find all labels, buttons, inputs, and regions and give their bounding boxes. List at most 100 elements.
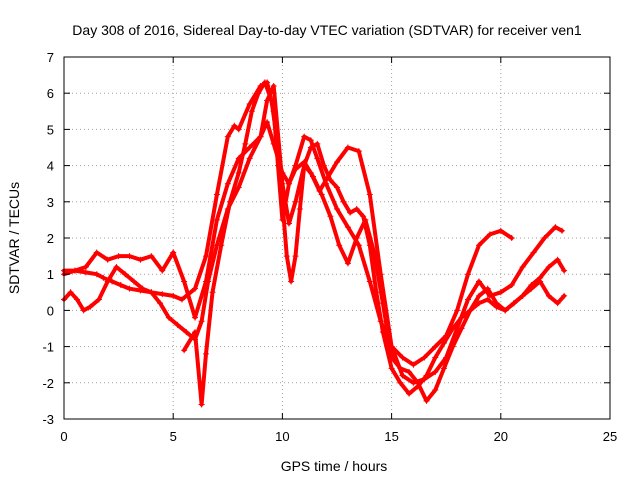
data-point <box>82 269 89 276</box>
x-tick-label: 25 <box>603 429 617 444</box>
data-point <box>327 213 334 220</box>
data-point <box>334 206 340 213</box>
data-point <box>519 292 526 299</box>
data-point <box>139 285 146 292</box>
data-point <box>486 231 493 238</box>
y-axis-label: SDTVAR / TECUs <box>6 182 22 294</box>
data-point <box>181 347 188 354</box>
y-tick-label: -1 <box>42 340 54 355</box>
data-point <box>344 260 351 267</box>
data-point <box>218 242 225 249</box>
data-point <box>454 307 461 314</box>
y-tick-label: 5 <box>47 122 54 137</box>
data-point <box>283 253 290 260</box>
data-point <box>465 271 472 278</box>
data-point <box>327 177 334 184</box>
data-point <box>475 292 482 299</box>
data-point <box>307 144 314 151</box>
x-tick-label: 5 <box>170 429 177 444</box>
data-point <box>198 318 205 325</box>
data-point <box>561 267 568 274</box>
series-layer <box>61 79 568 408</box>
data-point <box>126 285 133 292</box>
data-point <box>82 263 89 270</box>
data-point <box>170 249 177 256</box>
data-point <box>148 253 155 260</box>
data-point <box>347 209 354 216</box>
data-point <box>399 372 406 379</box>
data-point <box>373 289 380 296</box>
data-point <box>355 242 362 249</box>
x-tick-label: 20 <box>494 429 508 444</box>
data-point <box>246 144 253 151</box>
data-point <box>508 235 515 241</box>
data-point <box>475 300 482 307</box>
data-point <box>421 354 428 361</box>
data-point <box>71 267 78 274</box>
y-tick-label: 4 <box>47 159 54 174</box>
x-axis-label: GPS time / hours <box>281 458 388 474</box>
data-point <box>224 180 231 187</box>
data-point <box>344 144 351 151</box>
data-point <box>497 289 504 296</box>
data-point <box>528 285 535 292</box>
data-point <box>545 292 552 299</box>
data-point <box>340 198 347 205</box>
y-tick-label: 1 <box>47 267 54 282</box>
data-point <box>410 361 417 368</box>
data-point <box>484 296 491 303</box>
data-point <box>130 278 137 285</box>
data-point <box>226 198 233 205</box>
data-point <box>475 242 482 249</box>
data-point <box>202 253 209 260</box>
data-point <box>87 303 94 310</box>
data-point <box>558 227 565 234</box>
y-tick-label: 7 <box>47 50 54 65</box>
data-point <box>301 133 308 140</box>
series-4-trace <box>182 80 567 407</box>
data-point <box>449 325 456 332</box>
data-point <box>148 289 155 296</box>
data-point <box>366 191 373 198</box>
data-point <box>334 184 340 191</box>
data-point <box>292 253 299 260</box>
data-point <box>159 291 166 298</box>
data-point <box>423 397 430 404</box>
data-point <box>519 263 526 270</box>
data-point <box>360 213 367 220</box>
data-point <box>537 278 544 285</box>
data-point <box>545 263 552 270</box>
data-point <box>397 365 404 372</box>
data-point <box>441 365 448 372</box>
data-point <box>379 300 386 307</box>
data-point <box>366 242 373 249</box>
data-point <box>126 253 133 260</box>
data-point <box>554 300 561 307</box>
x-tick-label: 10 <box>275 429 289 444</box>
data-point <box>93 271 100 278</box>
data-point <box>246 155 253 162</box>
data-point <box>465 296 472 303</box>
data-point <box>397 379 404 386</box>
data-point <box>213 191 220 198</box>
data-point <box>353 235 360 241</box>
data-point <box>552 224 559 231</box>
data-point <box>122 271 129 278</box>
data-point <box>318 191 325 198</box>
x-tick-label: 15 <box>384 429 398 444</box>
data-point <box>192 329 199 336</box>
data-point <box>301 162 308 169</box>
data-point <box>388 365 395 372</box>
data-point <box>344 224 351 231</box>
data-point <box>432 343 439 350</box>
data-point <box>95 296 102 303</box>
data-point <box>198 401 205 408</box>
chart-title: Day 308 of 2016, Sidereal Day-to-day VTE… <box>72 22 582 38</box>
data-point <box>334 158 340 165</box>
data-point <box>231 122 238 129</box>
series-4-points <box>181 79 568 408</box>
data-point <box>423 372 430 379</box>
data-point <box>502 307 509 314</box>
data-point <box>292 166 299 173</box>
